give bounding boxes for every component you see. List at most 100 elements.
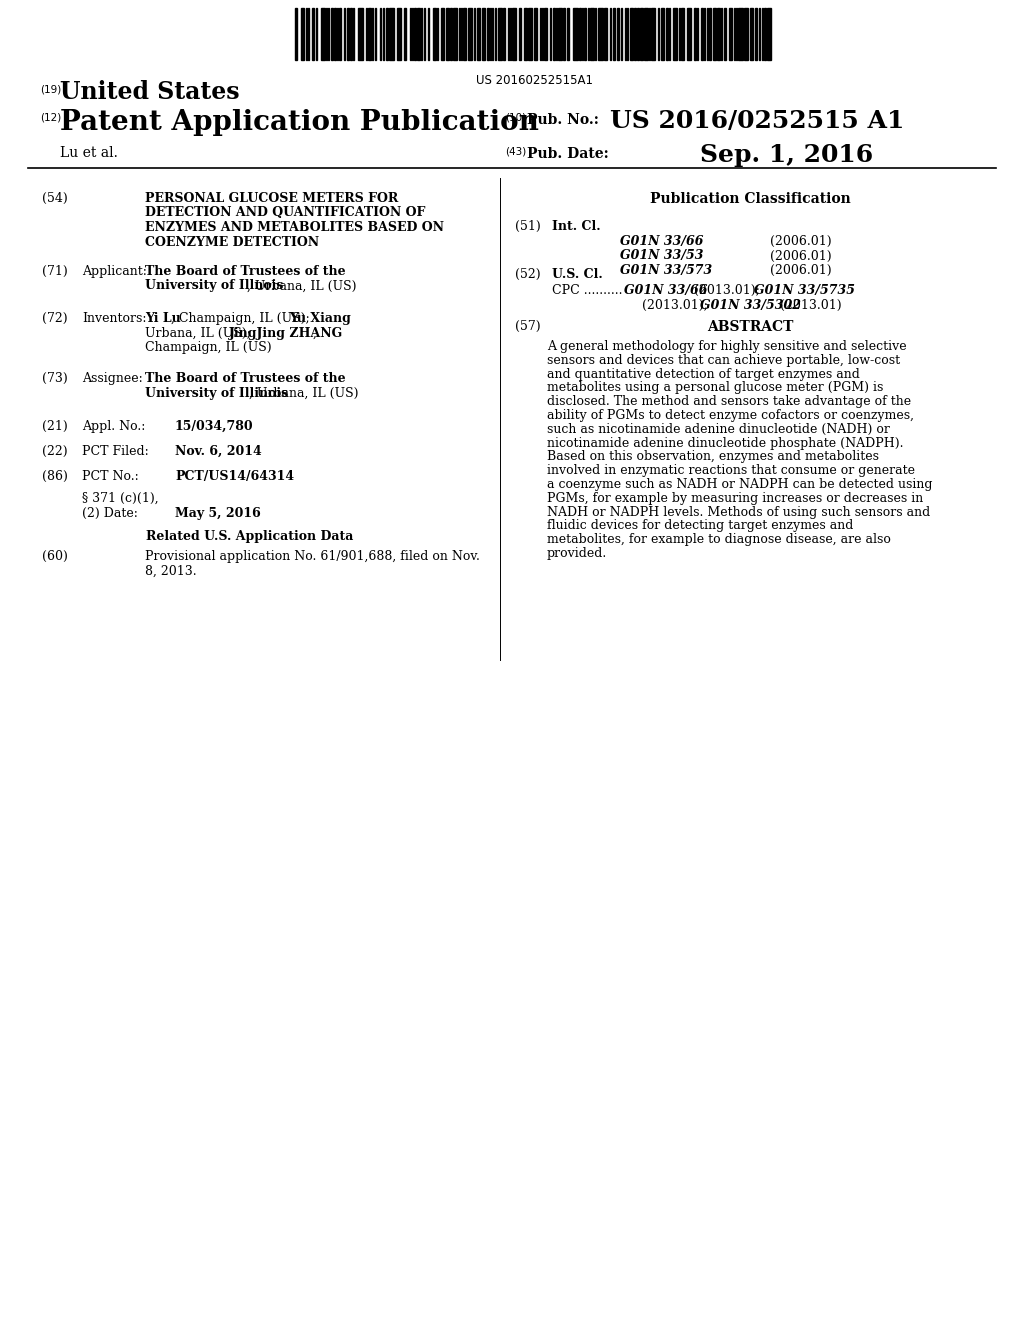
Text: PCT No.:: PCT No.: — [82, 470, 138, 483]
Bar — [604, 8, 607, 59]
Text: metabolites using a personal glucose meter (PGM) is: metabolites using a personal glucose met… — [547, 381, 884, 395]
Text: Assignee:: Assignee: — [82, 372, 142, 385]
Text: United States: United States — [60, 81, 240, 104]
Text: U.S. Cl.: U.S. Cl. — [552, 268, 603, 281]
Text: and quantitative detection of target enzymes and: and quantitative detection of target enz… — [547, 367, 860, 380]
Text: provided.: provided. — [547, 546, 607, 560]
Bar — [404, 8, 406, 59]
Bar — [755, 8, 757, 59]
Bar — [295, 8, 297, 59]
Text: Appl. No.:: Appl. No.: — [82, 420, 145, 433]
Bar — [482, 8, 485, 59]
Bar — [590, 8, 594, 59]
Bar — [724, 8, 726, 59]
Bar — [687, 8, 691, 59]
Text: May 5, 2016: May 5, 2016 — [175, 507, 261, 520]
Text: sensors and devices that can achieve portable, low-cost: sensors and devices that can achieve por… — [547, 354, 900, 367]
Text: PGMs, for example by measuring increases or decreases in: PGMs, for example by measuring increases… — [547, 492, 924, 504]
Text: nicotinamide adenine dinucleotide phosphate (NADPH).: nicotinamide adenine dinucleotide phosph… — [547, 437, 903, 450]
Bar — [767, 8, 771, 59]
Text: JingJing ZHANG: JingJing ZHANG — [229, 326, 343, 339]
Text: (2013.01): (2013.01) — [776, 298, 842, 312]
Text: (72): (72) — [42, 312, 68, 325]
Bar — [446, 8, 449, 59]
Bar — [764, 8, 766, 59]
Text: involved in enzymatic reactions that consume or generate: involved in enzymatic reactions that con… — [547, 465, 915, 478]
Bar — [512, 8, 516, 59]
Text: (12): (12) — [40, 114, 61, 123]
Bar — [534, 8, 537, 59]
Bar — [553, 8, 555, 59]
Text: G01N 33/66: G01N 33/66 — [620, 235, 703, 248]
Bar — [350, 8, 352, 59]
Bar — [630, 8, 633, 59]
Bar — [673, 8, 677, 59]
Text: such as nicotinamide adenine dinucleotide (NADH) or: such as nicotinamide adenine dinucleotid… — [547, 422, 890, 436]
Text: Nov. 6, 2014: Nov. 6, 2014 — [175, 445, 262, 458]
Text: G01N 33/5302: G01N 33/5302 — [700, 298, 801, 312]
Bar — [573, 8, 578, 59]
Text: ,: , — [313, 326, 316, 339]
Bar — [750, 8, 753, 59]
Bar — [738, 8, 743, 59]
Bar — [414, 8, 416, 59]
Text: Publication Classification: Publication Classification — [649, 191, 850, 206]
Bar — [433, 8, 436, 59]
Bar — [567, 8, 569, 59]
Text: a coenzyme such as NADH or NADPH can be detected using: a coenzyme such as NADH or NADPH can be … — [547, 478, 933, 491]
Bar — [584, 8, 586, 59]
Bar — [579, 8, 581, 59]
Text: (71): (71) — [42, 265, 68, 279]
Text: University of Illnois: University of Illnois — [145, 280, 284, 293]
Text: , Urbana, IL (US): , Urbana, IL (US) — [247, 280, 356, 293]
Text: 8, 2013.: 8, 2013. — [145, 565, 197, 578]
Text: A general methodology for highly sensitive and selective: A general methodology for highly sensiti… — [547, 341, 906, 352]
Bar — [634, 8, 636, 59]
Text: (52): (52) — [515, 268, 541, 281]
Bar — [397, 8, 401, 59]
Text: (10): (10) — [505, 114, 526, 123]
Bar — [729, 8, 732, 59]
Text: Sep. 1, 2016: Sep. 1, 2016 — [700, 143, 873, 168]
Bar — [321, 8, 325, 59]
Text: (73): (73) — [42, 372, 68, 385]
Text: Champaign, IL (US): Champaign, IL (US) — [145, 341, 271, 354]
Bar — [487, 8, 489, 59]
Text: (2006.01): (2006.01) — [770, 249, 831, 263]
Bar — [358, 8, 362, 59]
Text: Yu Xiang: Yu Xiang — [289, 312, 351, 325]
Text: Applicant:: Applicant: — [82, 265, 146, 279]
Bar — [598, 8, 603, 59]
Text: G01N 33/573: G01N 33/573 — [620, 264, 713, 277]
Text: (2013.01);: (2013.01); — [690, 284, 764, 297]
Text: Provisional application No. 61/901,688, filed on Nov.: Provisional application No. 61/901,688, … — [145, 550, 480, 564]
Text: (43): (43) — [505, 147, 526, 157]
Text: § 371 (c)(1),: § 371 (c)(1), — [82, 492, 159, 506]
Text: PCT Filed:: PCT Filed: — [82, 445, 148, 458]
Text: ENZYMES AND METABOLITES BASED ON: ENZYMES AND METABOLITES BASED ON — [145, 220, 444, 234]
Bar — [528, 8, 532, 59]
Bar — [368, 8, 371, 59]
Text: Pub. No.:: Pub. No.: — [527, 114, 599, 127]
Bar — [389, 8, 394, 59]
Text: metabolites, for example to diagnose disease, are also: metabolites, for example to diagnose dis… — [547, 533, 891, 546]
Bar — [651, 8, 655, 59]
Text: ABSTRACT: ABSTRACT — [707, 319, 794, 334]
Bar — [477, 8, 480, 59]
Text: fluidic devices for detecting target enzymes and: fluidic devices for detecting target enz… — [547, 519, 853, 532]
Bar — [666, 8, 668, 59]
Bar — [662, 8, 664, 59]
Bar — [468, 8, 472, 59]
Bar — [694, 8, 696, 59]
Text: Inventors:: Inventors: — [82, 312, 146, 325]
Bar — [717, 8, 720, 59]
Bar — [637, 8, 639, 59]
Text: COENZYME DETECTION: COENZYME DETECTION — [145, 235, 319, 248]
Bar — [331, 8, 333, 59]
Text: PCT/US14/64314: PCT/US14/64314 — [175, 470, 294, 483]
Text: , Champaign, IL (US);: , Champaign, IL (US); — [171, 312, 313, 325]
Bar — [709, 8, 711, 59]
Text: (60): (60) — [42, 550, 68, 564]
Bar — [503, 8, 505, 59]
Text: CPC ..........: CPC .......... — [552, 284, 623, 297]
